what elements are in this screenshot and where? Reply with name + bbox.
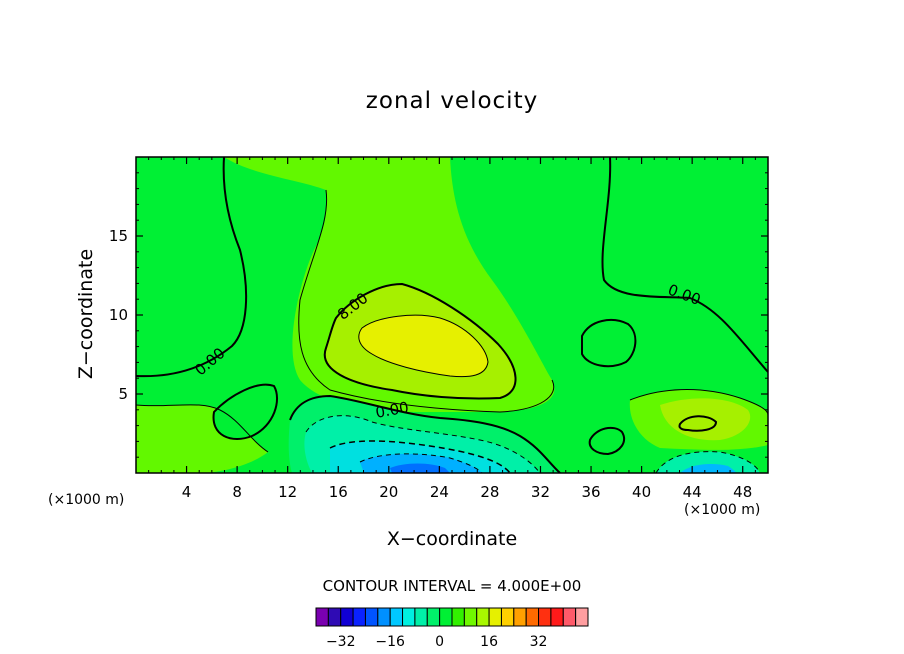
colorbar-swatch (340, 607, 354, 627)
x-unit-label-right: (×1000 m) (684, 502, 761, 518)
negative-right-core (680, 464, 736, 473)
y-axis-label: Z−coordinate (75, 248, 97, 380)
colorbar-swatch (463, 607, 478, 627)
y-tick-label: 15 (109, 227, 128, 245)
contour-lines (136, 157, 768, 473)
x-tick-label: 4 (182, 483, 192, 501)
left-small-blob (213, 384, 278, 439)
x-unit-label-left: (×1000 m) (48, 492, 125, 508)
small-blob-36 (589, 427, 625, 454)
x-tick-label: 40 (632, 483, 651, 501)
y-tick-label: 5 (118, 385, 128, 403)
colorbar-swatch (488, 607, 502, 627)
colorbar-swatch (439, 607, 453, 627)
colorbar: −32 −16 0 16 32 (315, 607, 589, 650)
x-axis-label: X−coordinate (0, 528, 904, 550)
x-tick-label: 20 (379, 483, 398, 501)
colorbar-swatch (315, 607, 329, 627)
y-tick-label: 10 (109, 306, 128, 324)
x-tick-label: 28 (480, 483, 499, 501)
colorbar-tick-label: 0 (435, 634, 444, 650)
colorbar-swatch (562, 607, 577, 627)
lower-left-contour (136, 404, 269, 453)
contour-label: 0.00 (374, 398, 410, 422)
mid-right-blob (582, 320, 636, 367)
zero-contour-lower (289, 394, 561, 473)
colorbar-swatch (575, 607, 589, 627)
colorbar-tick-label: 16 (480, 634, 498, 650)
colorbar-tick-label: −32 (326, 634, 356, 650)
colorbar-swatch (414, 607, 428, 627)
x-axis-label-text: X−coordinate (386, 528, 518, 550)
x-tick-label: 48 (733, 483, 752, 501)
colorbar-swatch (513, 607, 527, 627)
colorbar-swatch (538, 607, 552, 627)
x-tick-label: 12 (278, 483, 297, 501)
right-jet-contour (629, 389, 768, 416)
x-tick-label: 44 (683, 483, 702, 501)
x-tick-label: 24 (430, 483, 449, 501)
small-blob-36-contour (588, 426, 626, 456)
x-tick-label: 8 (232, 483, 242, 501)
twelve-contour (358, 314, 489, 378)
right-small-loop (678, 415, 718, 432)
negative-right (656, 451, 760, 473)
neg-contour-dashed-2 (329, 440, 511, 473)
colorbar-tick-label: −16 (375, 634, 405, 650)
colorbar-swatch (525, 607, 540, 627)
mid-right-blob-contour (581, 319, 637, 368)
contour-fill-layer (136, 157, 768, 473)
colorbar-swatch (476, 607, 490, 627)
colorbar-swatch (327, 607, 342, 627)
neg-contour-dashed-1 (305, 415, 541, 473)
colorbar-swatch (377, 607, 391, 627)
colorbar-swatch (426, 607, 441, 627)
x-tick-label: 36 (581, 483, 600, 501)
neg-contour-dashed-3 (359, 453, 483, 473)
eight-contour (323, 282, 517, 400)
x-tick-label: 16 (329, 483, 348, 501)
negative-deep (390, 463, 450, 473)
zero-contour-right (601, 157, 768, 373)
colorbar-swatch (451, 607, 465, 627)
colorbar-tick-label: 32 (530, 634, 548, 650)
colorbar-swatch (550, 607, 564, 627)
colorbar-swatch (389, 607, 404, 627)
four-contour (298, 189, 555, 413)
colorbar-swatch (352, 607, 366, 627)
zero-contour-left (136, 157, 248, 378)
left-small-blob-contour (212, 383, 278, 440)
x-tick-label: 32 (531, 483, 550, 501)
colorbar-swatch (500, 607, 515, 627)
colorbar-swatch (402, 607, 416, 627)
colorbar-swatch (364, 607, 379, 627)
jet-core-region (358, 315, 488, 377)
contour-interval-label: CONTOUR INTERVAL = 4.000E+00 (322, 577, 582, 595)
chart-title: zonal velocity (365, 88, 539, 114)
